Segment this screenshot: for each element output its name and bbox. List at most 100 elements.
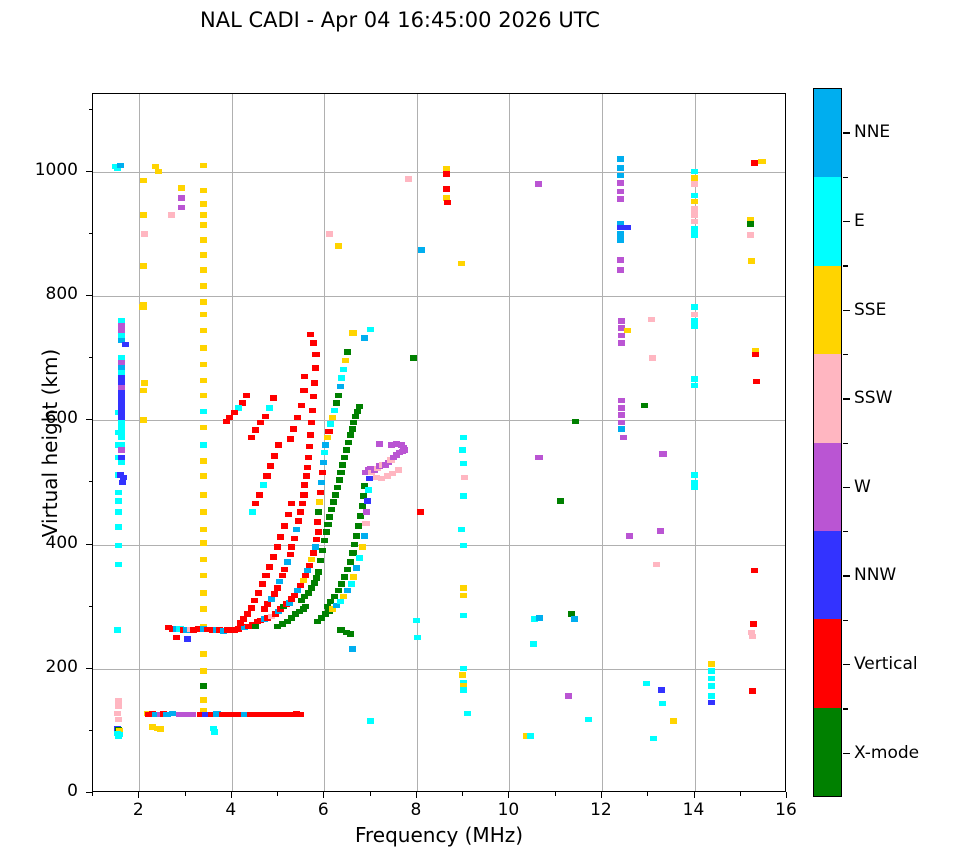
data-point (280, 711, 288, 718)
data-point (292, 611, 300, 617)
data-point (337, 469, 345, 476)
colorbar-boundary-tick (843, 176, 848, 178)
data-point (296, 509, 304, 515)
data-point (300, 387, 308, 394)
data-point (199, 212, 207, 218)
data-point (616, 231, 624, 237)
data-point (325, 428, 333, 435)
data-point (318, 479, 326, 486)
data-point (459, 679, 467, 686)
data-point (619, 434, 627, 441)
data-point (360, 533, 368, 539)
data-point (392, 441, 401, 447)
data-point (326, 231, 334, 237)
data-point (304, 567, 312, 574)
scatter-marks-layer (93, 94, 785, 791)
data-point (659, 451, 667, 457)
data-point (464, 710, 472, 717)
y-tick (86, 667, 92, 669)
data-point (351, 541, 359, 548)
data-point (327, 598, 335, 605)
data-point (199, 526, 207, 533)
data-point (321, 611, 329, 617)
colorbar-segment-sse (814, 265, 841, 355)
data-point (301, 373, 309, 380)
x-tick-label: 6 (317, 800, 329, 820)
data-point (270, 591, 278, 597)
data-point (111, 163, 119, 170)
data-point (331, 492, 339, 498)
data-point (227, 627, 235, 633)
x-tick (693, 792, 695, 798)
data-point (118, 459, 126, 466)
data-point (305, 443, 314, 450)
x-tick-minor (184, 792, 186, 796)
data-point (534, 181, 542, 187)
data-point (199, 668, 207, 674)
data-point (353, 533, 361, 539)
data-point (343, 587, 352, 594)
data-point (280, 523, 289, 529)
data-point (291, 535, 299, 542)
data-point (279, 621, 287, 627)
data-point (114, 498, 122, 504)
colorbar (813, 88, 842, 797)
data-point (118, 479, 126, 486)
gridline-y (93, 544, 785, 546)
data-point (616, 188, 624, 195)
data-point (273, 544, 281, 550)
data-point (459, 612, 467, 619)
data-point (163, 711, 171, 718)
colorbar-segment-nne (814, 89, 841, 178)
data-point (312, 351, 320, 358)
data-point (264, 601, 272, 607)
data-point (256, 617, 265, 624)
y-tick-label: 400 (45, 532, 78, 553)
data-point (279, 572, 287, 579)
data-point (121, 341, 129, 348)
data-point (230, 711, 238, 718)
data-point (364, 498, 372, 504)
data-point (751, 347, 760, 354)
data-point (336, 598, 344, 605)
data-point (199, 424, 207, 431)
data-point (291, 592, 299, 599)
data-point (315, 569, 323, 575)
gridline-y (93, 171, 785, 173)
data-point (527, 733, 535, 739)
data-point (751, 351, 760, 358)
data-point (207, 711, 215, 718)
data-point (311, 544, 319, 550)
colorbar-label-sse: SSE (854, 299, 887, 320)
colorbar-boundary-tick (843, 353, 848, 356)
data-point (340, 366, 348, 373)
data-point (690, 181, 699, 187)
data-point (333, 484, 341, 491)
y-tick-label: 800 (45, 283, 78, 304)
data-point (349, 550, 357, 556)
data-point (199, 492, 207, 498)
data-point (199, 252, 207, 258)
data-point (690, 232, 699, 238)
data-point (348, 426, 356, 432)
data-point (348, 646, 356, 652)
data-point (199, 222, 207, 228)
data-point (212, 627, 220, 633)
data-point (443, 199, 451, 206)
data-point (263, 473, 271, 479)
data-point (707, 683, 715, 689)
colorbar-boundary-tick (843, 708, 848, 710)
data-point (118, 419, 126, 426)
data-point (296, 582, 304, 589)
data-point (118, 400, 126, 406)
data-point (690, 226, 699, 232)
data-point (652, 561, 661, 568)
data-point (114, 489, 122, 496)
data-point (139, 304, 147, 310)
data-point (284, 511, 292, 518)
data-point (240, 616, 248, 622)
data-point (176, 711, 184, 718)
colorbar-segment-e (814, 177, 841, 266)
data-point (298, 500, 306, 507)
data-point (283, 559, 291, 565)
